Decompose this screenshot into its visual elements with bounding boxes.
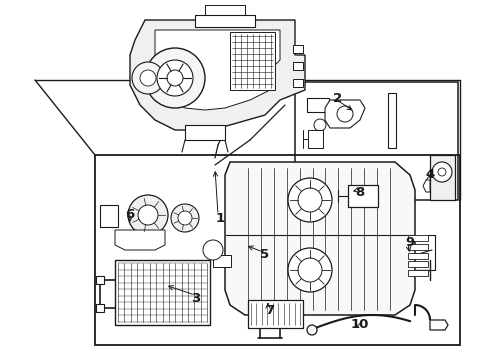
Bar (294, 82, 457, 200)
Circle shape (437, 168, 445, 176)
Text: 3: 3 (191, 292, 200, 305)
Circle shape (167, 70, 183, 86)
Circle shape (157, 60, 193, 96)
Polygon shape (155, 30, 280, 110)
Circle shape (145, 48, 204, 108)
Bar (100, 205, 118, 227)
Text: 6: 6 (125, 208, 134, 221)
Bar (429, 155, 454, 200)
Bar (292, 45, 303, 53)
Bar (195, 15, 254, 27)
Circle shape (171, 204, 199, 232)
Bar (407, 235, 427, 241)
Circle shape (306, 325, 316, 335)
Circle shape (140, 70, 156, 86)
Text: 2: 2 (333, 91, 342, 104)
Circle shape (313, 119, 325, 131)
Bar (96, 276, 104, 284)
Bar (292, 79, 303, 87)
Circle shape (287, 178, 331, 222)
Circle shape (132, 62, 163, 94)
Bar (306, 98, 328, 112)
Circle shape (138, 205, 158, 225)
Bar (292, 62, 303, 70)
Bar (115, 260, 209, 325)
Bar (387, 93, 395, 148)
Bar (407, 261, 427, 267)
Bar (213, 255, 230, 267)
Polygon shape (325, 100, 364, 128)
Bar (407, 252, 427, 258)
Bar (307, 130, 323, 148)
Polygon shape (115, 230, 164, 250)
Circle shape (287, 248, 331, 292)
Text: 8: 8 (355, 185, 364, 198)
Text: 7: 7 (265, 303, 274, 316)
Circle shape (297, 258, 321, 282)
Polygon shape (422, 180, 429, 192)
Bar (96, 304, 104, 312)
Bar (184, 125, 224, 140)
Circle shape (336, 106, 352, 122)
Polygon shape (130, 20, 305, 130)
Bar (247, 300, 303, 328)
Text: 10: 10 (350, 319, 368, 332)
Circle shape (203, 240, 223, 260)
Bar (229, 32, 274, 90)
Text: 1: 1 (215, 211, 224, 225)
Circle shape (128, 195, 168, 235)
Circle shape (431, 162, 451, 182)
Circle shape (297, 188, 321, 212)
Text: 9: 9 (405, 237, 414, 249)
Polygon shape (224, 162, 414, 315)
Bar (95, 155, 459, 345)
Text: 4: 4 (425, 168, 434, 181)
Bar (407, 244, 427, 250)
Circle shape (178, 211, 192, 225)
Bar (407, 270, 427, 276)
Bar (347, 185, 377, 207)
Polygon shape (429, 320, 447, 330)
Text: 5: 5 (260, 248, 269, 261)
